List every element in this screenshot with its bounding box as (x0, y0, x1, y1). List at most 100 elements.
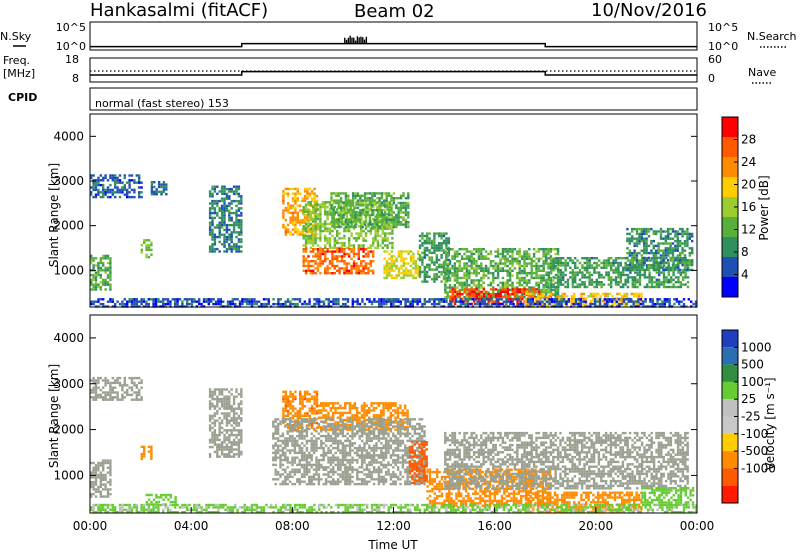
data-cell (474, 298, 477, 301)
data-cell (291, 298, 294, 301)
data-cell (669, 242, 672, 245)
data-cell (606, 300, 609, 303)
data-cell (232, 211, 236, 215)
data-cell (532, 286, 536, 289)
data-cell (340, 257, 344, 260)
data-cell (456, 290, 459, 293)
data-cell (435, 256, 438, 259)
data-cell (208, 216, 212, 220)
data-cell (309, 215, 312, 218)
data-cell (482, 267, 485, 270)
data-cell (681, 259, 684, 262)
data-cell (311, 216, 314, 219)
data-cell (246, 298, 249, 301)
data-cell (463, 296, 466, 299)
data-cell (463, 281, 466, 284)
data-cell (662, 254, 665, 257)
data-cell (314, 215, 317, 218)
data-cell (676, 254, 679, 257)
data-cell (628, 249, 631, 252)
data-cell (623, 292, 626, 296)
data-cell (550, 269, 553, 272)
power-colorbar-segment (722, 117, 738, 137)
data-cell (578, 261, 582, 265)
data-cell (583, 257, 586, 260)
data-cell (571, 273, 574, 277)
data-cell (111, 391, 114, 394)
data-cell (313, 194, 316, 198)
data-cell (294, 221, 297, 224)
data-cell (453, 279, 457, 282)
data-cell (626, 237, 629, 240)
data-cell (385, 199, 388, 202)
data-cell (561, 295, 564, 298)
data-cell (571, 261, 574, 265)
data-cell (475, 291, 478, 294)
data-cell (494, 293, 498, 296)
data-cell (358, 302, 362, 306)
data-cell (339, 213, 343, 217)
data-cell (397, 206, 400, 209)
data-cell (495, 302, 498, 306)
data-cell (106, 461, 110, 465)
data-cell (535, 284, 538, 287)
data-cell (426, 263, 429, 266)
data-cell (309, 201, 312, 204)
data-cell (496, 262, 500, 265)
data-cell (232, 185, 236, 188)
data-cell (220, 233, 224, 236)
data-cell (213, 185, 217, 188)
data-cell (311, 204, 314, 207)
data-cell (369, 203, 372, 206)
data-cell (674, 276, 678, 279)
data-cell (504, 290, 507, 293)
data-cell (94, 193, 98, 196)
data-cell (549, 279, 553, 282)
data-cell (362, 220, 365, 223)
data-cell (453, 288, 457, 291)
data-cell (350, 267, 353, 270)
data-cell (99, 288, 102, 291)
data-cell (682, 269, 685, 272)
data-cell (343, 248, 346, 251)
data-cell (650, 259, 653, 262)
data-cell (216, 409, 219, 413)
data-cell (213, 243, 217, 246)
data-cell (237, 233, 241, 236)
data-cell (400, 264, 403, 268)
data-cell (612, 259, 615, 262)
data-cell (676, 242, 679, 245)
data-cell (511, 274, 514, 277)
data-cell (118, 384, 122, 387)
data-cell (537, 288, 541, 292)
data-cell (228, 455, 231, 458)
data-cell (367, 262, 370, 265)
data-cell (559, 281, 562, 284)
data-cell (220, 243, 224, 246)
data-cell (92, 273, 95, 277)
data-cell (393, 269, 396, 272)
data-cell (312, 272, 315, 275)
data-cell (540, 269, 543, 272)
data-cell (92, 381, 95, 385)
data-cell (423, 242, 426, 245)
data-cell (324, 203, 327, 206)
data-cell (97, 461, 100, 465)
data-cell (552, 283, 555, 286)
data-cell (390, 221, 393, 224)
data-cell (681, 235, 684, 238)
data-cell (291, 233, 295, 236)
data-cell (440, 249, 443, 252)
data-cell (226, 300, 230, 303)
power-plot-frame (89, 113, 698, 308)
data-cell (223, 221, 226, 224)
data-cell (332, 209, 336, 212)
data-cell (237, 223, 241, 227)
data-cell (537, 269, 541, 272)
data-cell (477, 296, 481, 299)
data-cell (94, 476, 98, 479)
data-cell (476, 302, 479, 306)
data-cell (94, 495, 98, 498)
data-cell (451, 300, 454, 303)
